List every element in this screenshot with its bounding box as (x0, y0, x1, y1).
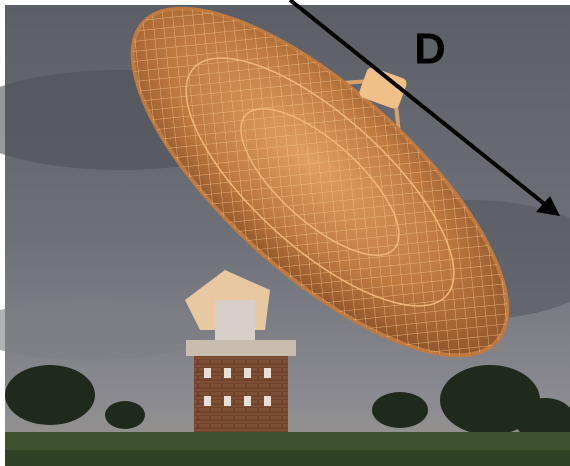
arrow (288, 0, 560, 216)
ground-shadow (5, 450, 570, 466)
tower-windows (204, 368, 271, 406)
mount-base (215, 300, 255, 340)
tower-deck (186, 340, 296, 356)
feed-cabin (359, 67, 407, 109)
label: D (414, 25, 446, 74)
dish (130, 6, 510, 358)
trees (5, 365, 570, 442)
cloud (0, 300, 210, 360)
